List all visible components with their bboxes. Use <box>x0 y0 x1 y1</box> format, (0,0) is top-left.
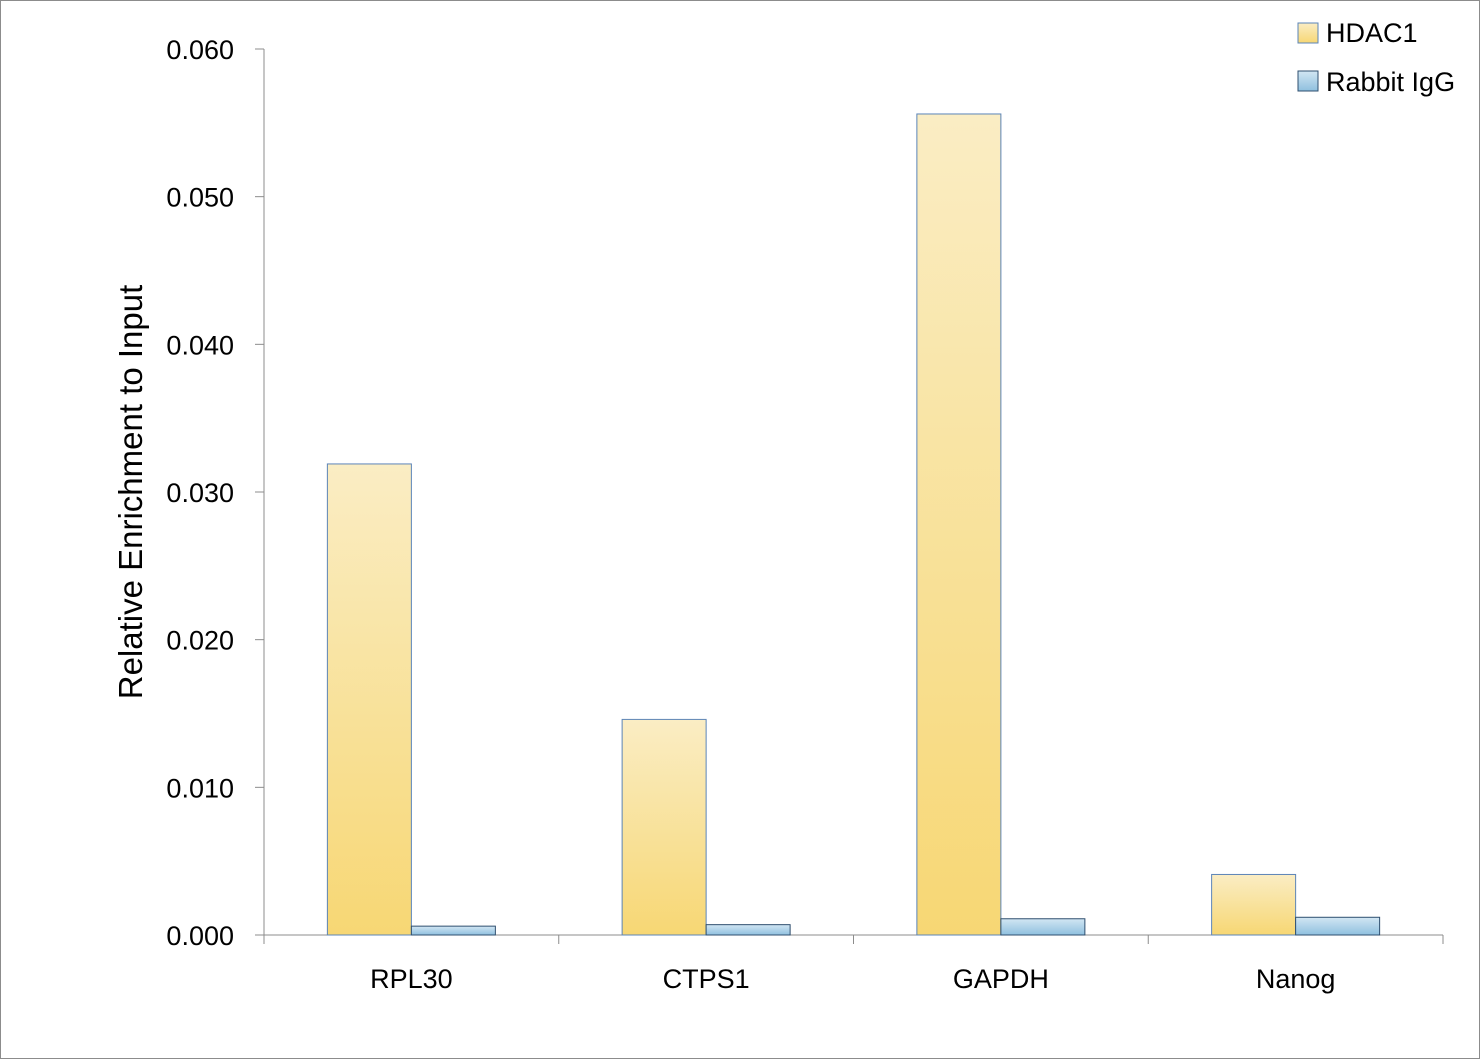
y-tick-label: 0.040 <box>166 330 234 360</box>
y-axis: 0.000 0.010 0.020 0.030 0.040 0.050 0.060 <box>166 35 265 951</box>
bar-hdac1 <box>326 463 412 936</box>
legend-swatch-rabbit-igg <box>1297 70 1319 92</box>
bar-rabbit-igg <box>705 924 791 936</box>
bar-hdac1 <box>916 113 1002 936</box>
legend-label-rabbit-igg: Rabbit IgG <box>1326 67 1455 97</box>
x-axis: RPL30 CTPS1 GAPDH Nanog <box>263 934 1444 994</box>
legend-swatch-hdac1 <box>1297 22 1319 44</box>
bar-hdac1 <box>621 718 707 936</box>
bar-rabbit-igg <box>1295 916 1381 936</box>
y-tick-label: 0.050 <box>166 183 234 213</box>
y-tick-label: 0.030 <box>166 478 234 508</box>
y-tick-label: 0.060 <box>166 35 234 65</box>
legend-label-hdac1: HDAC1 <box>1326 18 1418 48</box>
x-tick-label: RPL30 <box>370 964 453 994</box>
x-tick-label: GAPDH <box>953 964 1049 994</box>
bar-rabbit-igg <box>410 925 496 936</box>
y-tick-label: 0.020 <box>166 626 234 656</box>
bar-rabbit-igg <box>1000 918 1086 936</box>
y-tick-label: 0.010 <box>166 773 234 803</box>
x-tick-label: CTPS1 <box>663 964 750 994</box>
legend: HDAC1 Rabbit IgG <box>1297 18 1455 97</box>
y-axis-title: Relative Enrichment to Input <box>112 285 149 700</box>
x-tick-label: Nanog <box>1256 964 1336 994</box>
bars <box>326 113 1381 936</box>
y-tick-label: 0.000 <box>166 921 234 951</box>
bar-hdac1 <box>1211 873 1297 936</box>
